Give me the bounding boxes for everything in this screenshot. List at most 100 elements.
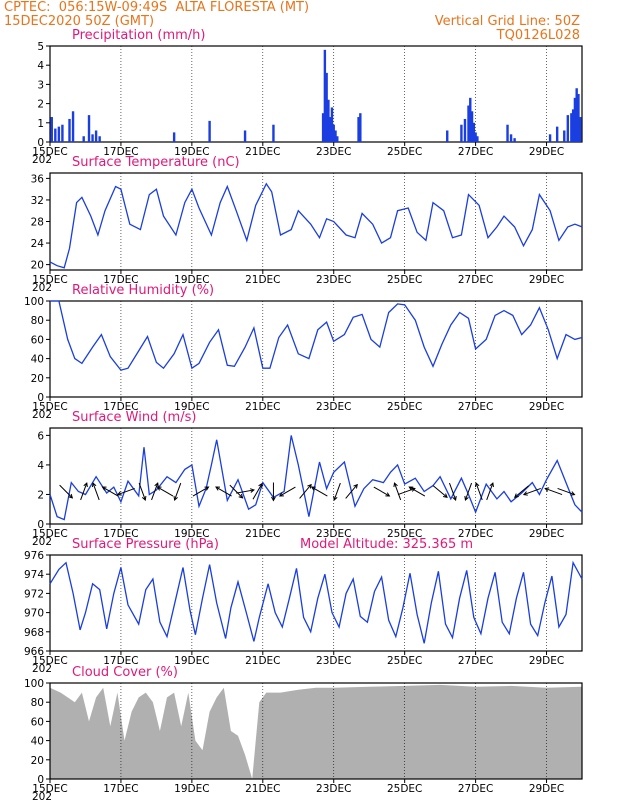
cloud-ytick-label: 20 xyxy=(31,755,44,767)
precip-bar xyxy=(570,113,573,142)
precip-bar xyxy=(68,118,71,142)
pressure-series-line xyxy=(49,560,583,644)
cloud-ytick-label: 100 xyxy=(24,678,44,690)
precip-ytick-label: 4 xyxy=(37,60,44,72)
precip-xtick-label: 25DEC xyxy=(387,146,422,158)
precip-bar xyxy=(474,132,477,142)
wind-arrow xyxy=(59,484,74,499)
precip-bar xyxy=(330,107,334,142)
temp-title: Surface Temperature (nC) xyxy=(72,155,240,170)
wind-arrow xyxy=(474,482,483,501)
precip-bar xyxy=(359,113,362,142)
rh-ytick-label: 40 xyxy=(31,354,44,366)
precip-title: Precipitation (mm/h) xyxy=(72,28,206,43)
wind-xtick-label: 27DEC xyxy=(458,528,493,540)
precip-bar xyxy=(325,72,328,142)
rh-xtick-label: 21DEC xyxy=(245,401,280,413)
precip-xtick-label: 29DEC xyxy=(529,146,564,158)
precip-bar xyxy=(577,94,580,142)
cloud-year-label: 202 xyxy=(32,791,52,800)
pressure-xtick-label: 17DEC xyxy=(103,655,138,667)
temp-xtick-label: 23DEC xyxy=(316,274,351,286)
precip-bar xyxy=(71,111,75,142)
precip-bar xyxy=(98,136,101,142)
temp-ytick-label: 32 xyxy=(31,195,44,207)
wind-xtick-label: 15DEC xyxy=(32,528,67,540)
temp-ytick-label: 28 xyxy=(31,217,44,229)
precip-bar xyxy=(323,49,327,143)
wind-series-line xyxy=(49,435,583,521)
header-grid-line: Vertical Grid Line: 50Z xyxy=(434,14,580,29)
precip-bar xyxy=(357,117,360,142)
precip-ytick-label: 3 xyxy=(37,79,44,91)
wind-arrow xyxy=(486,482,494,501)
precip-bar xyxy=(243,130,247,142)
header-model: TQ0126L028 xyxy=(496,28,580,43)
precip-bar xyxy=(460,124,463,142)
wind-arrow xyxy=(408,486,426,497)
wind-arrow xyxy=(192,486,210,497)
pressure-xtick-label: 19DEC xyxy=(174,655,209,667)
wind-arrow xyxy=(514,485,529,498)
precip-bar xyxy=(513,138,516,142)
wind-frame xyxy=(49,427,583,525)
wind-arrow xyxy=(80,482,88,501)
pressure-title: Surface Pressure (hPa) xyxy=(72,537,219,552)
cloud-xtick-label: 21DEC xyxy=(245,783,280,795)
cloud-xtick-label: 25DEC xyxy=(387,783,422,795)
precip-bar xyxy=(332,124,335,142)
rh-xtick-label: 27DEC xyxy=(458,401,493,413)
wind-arrow xyxy=(116,487,135,496)
precip-bar xyxy=(506,124,509,142)
wind-xtick-label: 21DEC xyxy=(245,528,280,540)
wind-arrow xyxy=(101,486,119,497)
wind-ytick-label: 0 xyxy=(37,519,44,531)
cloud-xtick-label: 29DEC xyxy=(529,783,564,795)
cloud-ytick-label: 60 xyxy=(31,716,44,728)
pressure-xtick-label: 25DEC xyxy=(387,655,422,667)
wind-arrow xyxy=(151,482,159,501)
wind-arrow xyxy=(333,482,341,501)
wind-arrow xyxy=(393,482,402,501)
temp-xtick-label: 15DEC xyxy=(32,274,67,286)
header-station: CPTEC: 056:15W-09:49S ALTA FLORESTA (MT) xyxy=(4,0,310,15)
precip-bar xyxy=(579,117,582,142)
wind-arrow xyxy=(91,482,100,501)
temp-xtick-label: 17DEC xyxy=(103,274,138,286)
precip-bar xyxy=(463,118,467,142)
rh-xtick-label: 23DEC xyxy=(316,401,351,413)
cloud-xtick-label: 17DEC xyxy=(103,783,138,795)
wind-arrow xyxy=(173,482,182,501)
precip-bar xyxy=(272,124,275,142)
wind-arrow xyxy=(448,482,457,501)
wind-arrow xyxy=(557,487,576,496)
model-altitude: Model Altitude: 325.365 m xyxy=(300,537,474,552)
precip-bar xyxy=(469,97,472,142)
precip-bar xyxy=(509,134,513,142)
pressure-frame xyxy=(49,554,583,652)
wind-arrow xyxy=(252,482,263,500)
temp-ytick-label: 36 xyxy=(31,173,45,185)
temp-xtick-label: 25DEC xyxy=(387,274,422,286)
precip-bar xyxy=(94,130,98,142)
rh-ytick-label: 80 xyxy=(31,315,44,327)
pressure-ytick-label: 970 xyxy=(24,608,44,620)
rh-xtick-label: 19DEC xyxy=(174,401,209,413)
precip-xtick-label: 17DEC xyxy=(103,146,138,158)
precip-bar xyxy=(321,113,325,142)
pressure-ytick-label: 972 xyxy=(24,588,44,600)
precip-bar xyxy=(563,130,566,142)
precip-bar xyxy=(82,136,85,142)
precip-bar xyxy=(57,126,61,142)
wind-arrow xyxy=(310,486,328,497)
wind-arrow xyxy=(345,483,358,499)
precip-bar xyxy=(172,132,176,142)
wind-xtick-label: 17DEC xyxy=(103,528,138,540)
wind-xtick-label: 19DEC xyxy=(174,528,209,540)
cloud-ytick-label: 0 xyxy=(37,774,44,786)
precip-bar xyxy=(467,105,470,142)
temp-xtick-label: 29DEC xyxy=(529,274,564,286)
precip-bar xyxy=(87,115,91,142)
precip-bar xyxy=(472,122,476,142)
